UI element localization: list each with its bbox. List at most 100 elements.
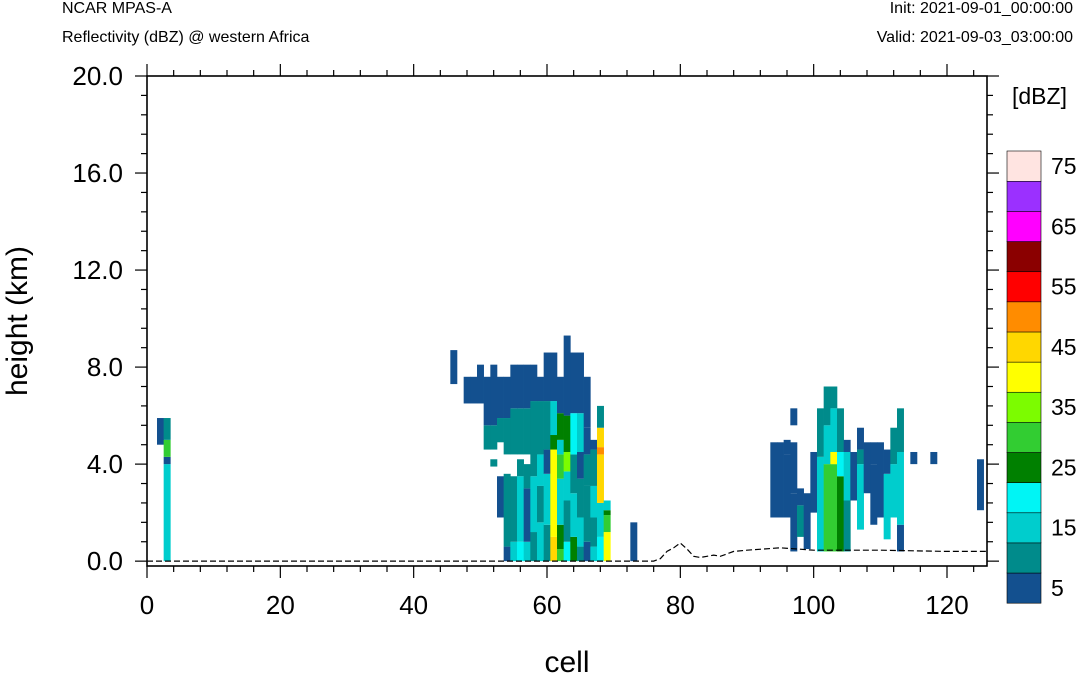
reflectivity-cell	[163, 439, 171, 457]
reflectivity-cell	[590, 485, 598, 518]
colorbar-swatch	[1006, 542, 1042, 574]
colorbar-swatch	[1006, 452, 1042, 483]
reflectivity-cell	[557, 454, 564, 479]
reflectivity-cells	[157, 335, 984, 562]
reflectivity-cell	[857, 449, 864, 465]
reflectivity-cell	[503, 546, 511, 562]
reflectivity-cell	[510, 541, 518, 562]
reflectivity-cell	[883, 449, 891, 474]
reflectivity-cell	[790, 408, 798, 426]
reflectivity-cell	[783, 439, 791, 455]
reflectivity-cell	[597, 536, 604, 562]
reflectivity-cell	[550, 352, 558, 402]
reflectivity-cell	[530, 532, 538, 562]
reflectivity-cell	[530, 364, 538, 402]
reflectivity-cell	[157, 418, 164, 445]
reflectivity-cell	[817, 408, 824, 457]
reflectivity-cell	[510, 364, 518, 409]
reflectivity-cell	[530, 401, 538, 477]
reflectivity-cell	[557, 376, 564, 414]
reflectivity-cell	[550, 536, 558, 562]
reflectivity-cell	[530, 476, 538, 533]
reflectivity-cell	[810, 451, 818, 513]
reflectivity-cell	[517, 476, 524, 542]
reflectivity-cell	[557, 439, 564, 455]
reflectivity-cell	[830, 408, 838, 452]
reflectivity-cell	[550, 401, 558, 436]
reflectivity-cell	[497, 418, 504, 443]
colorbar-swatch	[1006, 361, 1042, 393]
reflectivity-cell	[850, 451, 858, 501]
reflectivity-cell	[857, 427, 864, 450]
reflectivity-cell	[837, 476, 844, 552]
reflectivity-cell	[563, 471, 571, 501]
reflectivity-cell	[843, 439, 851, 452]
x-tick-label: 40	[399, 590, 428, 620]
reflectivity-cell	[483, 425, 491, 450]
colorbar-label: 55	[1051, 274, 1077, 300]
reflectivity-cell	[837, 451, 844, 477]
reflectivity-cell	[490, 364, 498, 426]
reflectivity-cell	[977, 459, 984, 511]
reflectivity-cell	[543, 449, 551, 474]
x-tick-label: 0	[140, 590, 154, 620]
reflectivity-cell	[843, 500, 851, 552]
reflectivity-cell	[797, 488, 804, 506]
reflectivity-cell	[890, 464, 898, 518]
x-tick-label: 20	[266, 590, 295, 620]
reflectivity-cell	[870, 442, 878, 465]
colorbar	[1006, 150, 1042, 604]
colorbar-swatch	[1006, 391, 1042, 423]
reflectivity-cell	[790, 493, 798, 552]
reflectivity-cell	[543, 401, 551, 450]
reflectivity-cell	[597, 427, 604, 448]
reflectivity-cell	[823, 425, 831, 465]
colorbar-swatch	[1006, 331, 1042, 363]
reflectivity-cell	[563, 451, 571, 472]
reflectivity-cell	[817, 456, 824, 552]
reflectivity-cell	[163, 418, 171, 440]
reflectivity-cell	[790, 442, 798, 494]
reflectivity-cell	[930, 451, 938, 465]
reflectivity-cell	[557, 478, 564, 525]
axis-ticks	[135, 64, 999, 578]
colorbar-swatch	[1006, 512, 1042, 544]
reflectivity-cell	[583, 541, 591, 562]
reflectivity-cell	[583, 376, 591, 428]
reflectivity-cell	[510, 476, 518, 542]
reflectivity-cell	[503, 418, 511, 455]
reflectivity-cell	[597, 447, 604, 455]
colorbar-unit-label: [dBZ]	[1012, 83, 1067, 109]
reflectivity-cell	[577, 546, 584, 562]
colorbar-swatch	[1006, 180, 1042, 212]
reflectivity-cell	[523, 488, 531, 542]
terrain-line	[147, 542, 987, 562]
chart-title: NCAR MPAS-A	[62, 0, 172, 17]
y-tick-label: 8.0	[87, 352, 123, 382]
reflectivity-cell	[890, 427, 898, 465]
reflectivity-cell	[863, 442, 871, 494]
reflectivity-cell	[543, 352, 551, 402]
reflectivity-cell	[897, 524, 904, 552]
reflectivity-cell	[590, 546, 598, 562]
reflectivity-cell	[570, 454, 578, 494]
y-axis-title: height (km)	[1, 246, 34, 396]
chart-subtitle: Reflectivity (dBZ) @ western Africa	[62, 29, 310, 46]
y-tick-labels: 0.0 4.0 8.0 12.0 16.0 20.0	[72, 61, 123, 576]
y-tick-label: 0.0	[87, 546, 123, 576]
reflectivity-cell	[897, 451, 904, 525]
reflectivity-cell	[543, 473, 551, 525]
reflectivity-cell	[557, 549, 564, 562]
colorbar-swatch	[1006, 271, 1042, 303]
x-tick-labels: 0 20 40 60 80 100 120	[140, 590, 969, 620]
reflectivity-cell	[590, 517, 598, 547]
reflectivity-cell	[630, 522, 638, 562]
reflectivity-cell	[537, 485, 544, 523]
x-tick-label: 60	[533, 590, 562, 620]
reflectivity-cell	[543, 524, 551, 562]
reflectivity-cell	[583, 485, 591, 542]
reflectivity-cell	[503, 376, 511, 419]
reflectivity-cell	[603, 532, 611, 562]
reflectivity-cell	[163, 456, 171, 465]
colorbar-label: 15	[1051, 515, 1077, 541]
